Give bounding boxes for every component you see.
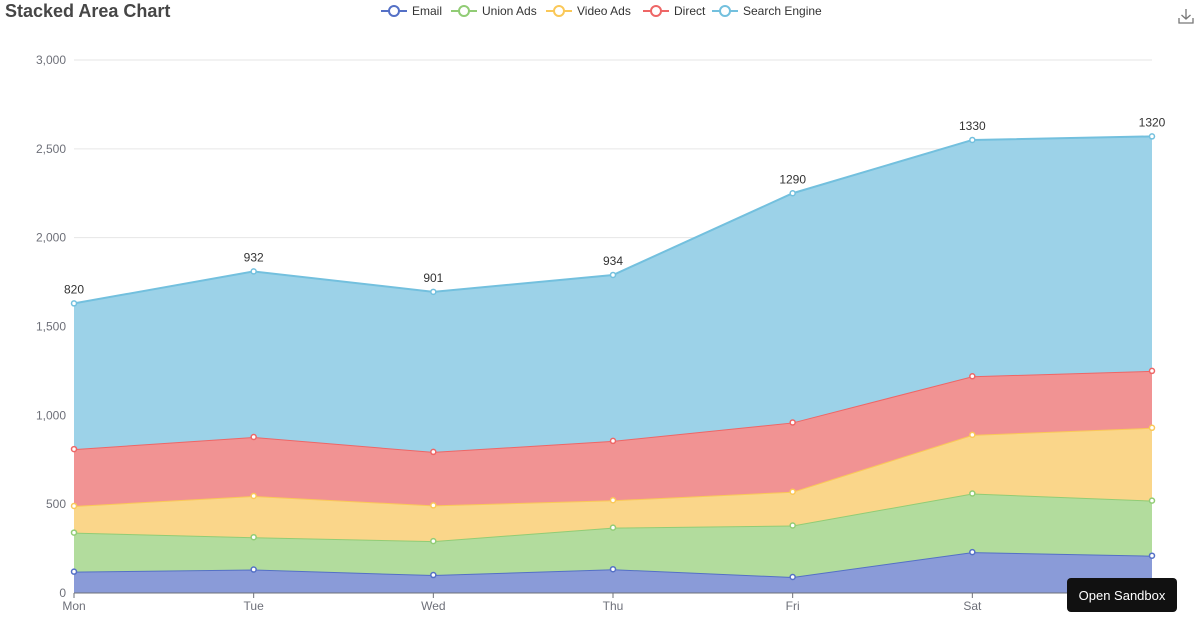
data-point[interactable] <box>789 488 796 495</box>
data-point[interactable] <box>609 437 617 445</box>
data-point[interactable] <box>969 372 976 380</box>
area-search-engine[interactable] <box>74 136 1152 452</box>
data-point[interactable] <box>1148 133 1156 140</box>
data-point[interactable] <box>250 492 257 500</box>
data-point[interactable] <box>430 448 437 456</box>
data-label: 820 <box>64 282 84 296</box>
y-tick-label: 3,000 <box>36 53 66 67</box>
legend-label: Union Ads <box>482 4 537 18</box>
x-tick-label: Fri <box>786 599 800 613</box>
data-label: 1320 <box>1139 115 1166 129</box>
data-point[interactable] <box>70 445 78 453</box>
data-point[interactable] <box>789 573 796 581</box>
data-point[interactable] <box>609 271 617 279</box>
y-tick-label: 1,000 <box>36 408 66 422</box>
x-tick-label: Tue <box>244 599 265 613</box>
legend-marker-icon <box>712 5 738 17</box>
data-label: 1330 <box>959 119 986 133</box>
data-point[interactable] <box>70 529 78 536</box>
data-point[interactable] <box>1148 424 1156 432</box>
data-point[interactable] <box>789 419 796 426</box>
data-point[interactable] <box>70 568 78 575</box>
area-video-ads[interactable] <box>74 427 1152 542</box>
x-tick-label: Mon <box>62 599 85 613</box>
data-label: 901 <box>423 271 443 285</box>
legend-marker-icon <box>546 5 572 17</box>
legend-item-union-ads[interactable]: Union Ads <box>451 4 537 18</box>
y-tick-label: 500 <box>46 497 66 511</box>
data-point[interactable] <box>430 571 437 579</box>
data-label: 932 <box>244 250 264 264</box>
data-point[interactable] <box>70 300 78 307</box>
data-point[interactable] <box>1148 552 1156 559</box>
y-tick-label: 2,000 <box>36 231 66 245</box>
data-point[interactable] <box>789 522 796 529</box>
legend-marker-icon <box>451 5 477 17</box>
legend-label: Search Engine <box>743 4 822 18</box>
legend-marker-icon <box>381 5 407 17</box>
data-point[interactable] <box>969 490 976 497</box>
data-point[interactable] <box>1148 367 1156 375</box>
legend-item-email[interactable]: Email <box>381 4 442 18</box>
data-point[interactable] <box>969 431 976 439</box>
download-icon[interactable] <box>1177 7 1195 25</box>
data-point[interactable] <box>609 565 617 573</box>
data-point[interactable] <box>250 433 257 441</box>
data-point[interactable] <box>969 136 976 144</box>
area-email[interactable] <box>74 552 1152 593</box>
legend-label: Email <box>412 4 443 18</box>
legend-label: Video Ads <box>577 4 631 18</box>
legend-item-video-ads[interactable]: Video Ads <box>546 4 631 18</box>
data-point[interactable] <box>430 537 437 545</box>
data-points-layer <box>70 133 1156 581</box>
x-tick-label: Sat <box>963 599 982 613</box>
x-tick-label: Wed <box>421 599 445 613</box>
open-sandbox-button[interactable]: Open Sandbox <box>1067 578 1177 612</box>
y-tick-label: 2,500 <box>36 142 66 156</box>
data-point[interactable] <box>70 502 78 510</box>
legend: Email Union Ads Video Ads Direct Search Engi… <box>0 0 1200 24</box>
data-point[interactable] <box>430 502 437 509</box>
chart-title: Stacked Area Chart <box>5 1 171 21</box>
data-point[interactable] <box>250 268 257 275</box>
data-point[interactable] <box>789 190 796 197</box>
area-direct[interactable] <box>74 370 1152 506</box>
data-label: 934 <box>603 254 623 268</box>
legend-marker-icon <box>643 5 669 17</box>
data-label: 1290 <box>779 172 806 186</box>
data-point[interactable] <box>969 548 976 556</box>
y-tick-label: 1,500 <box>36 320 66 334</box>
data-point[interactable] <box>250 533 257 541</box>
data-point[interactable] <box>609 497 617 504</box>
y-tick-label: 0 <box>59 586 66 600</box>
data-point[interactable] <box>430 288 437 296</box>
data-point[interactable] <box>1148 497 1156 504</box>
data-labels-layer: 820 932 901 934 1290 1330 1320 <box>64 115 1166 296</box>
area-union-ads[interactable] <box>74 493 1152 578</box>
data-point[interactable] <box>609 524 617 531</box>
x-tick-label: Thu <box>603 599 624 613</box>
legend-label: Direct <box>674 4 706 18</box>
legend-item-search-engine[interactable]: Search Engine <box>712 4 822 18</box>
data-point[interactable] <box>250 566 257 573</box>
legend-item-direct[interactable]: Direct <box>643 4 705 18</box>
